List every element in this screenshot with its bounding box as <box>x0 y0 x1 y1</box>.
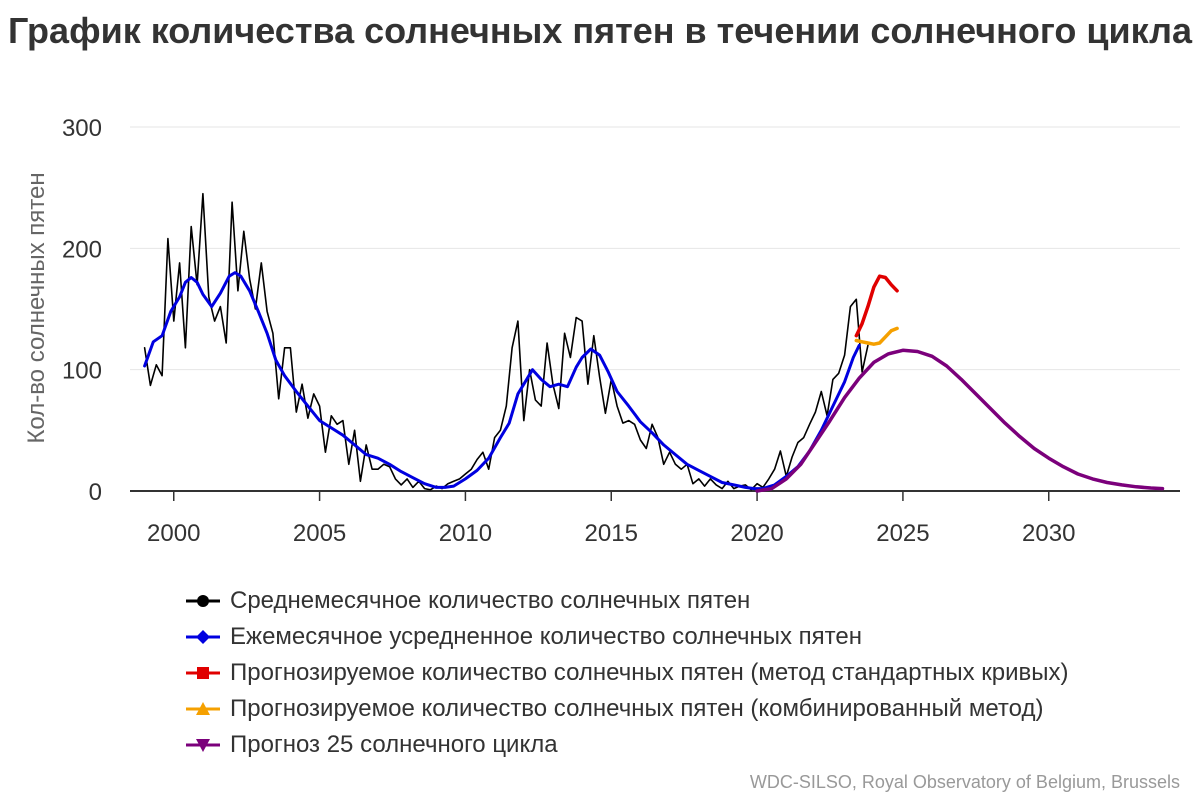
y-tick-label: 0 <box>89 479 102 506</box>
x-tick-label: 2005 <box>293 520 346 547</box>
chart-credits[interactable]: WDC-SILSO, Royal Observatory of Belgium,… <box>749 772 1180 792</box>
grid-lines <box>130 126 1180 371</box>
x-tick-label: 2010 <box>439 520 492 547</box>
x-tick-label: 2030 <box>1022 520 1075 547</box>
legend-label: Прогнозируемое количество солнечных пяте… <box>230 695 1044 722</box>
series-line-2[interactable] <box>143 271 861 491</box>
x-tick-label: 2020 <box>730 520 783 547</box>
chart-title: График количества солнечных пятен в тече… <box>8 10 1192 51</box>
legend-label: Ежемесячное усредненное количество солне… <box>230 623 862 650</box>
series-line-1[interactable] <box>143 192 869 491</box>
x-tick-label: 2000 <box>147 520 200 547</box>
legend-item-4[interactable]: Прогнозируемое количество солнечных пяте… <box>186 691 1069 727</box>
diamond-marker-icon <box>186 630 220 644</box>
axes: 0 100 200 300 2000 2005 2010 2015 2020 2025 2030 <box>62 115 1180 547</box>
y-axis-title: Кол-во солнечных пятен <box>23 172 50 443</box>
y-tick-label: 200 <box>62 236 102 263</box>
legend-item-3[interactable]: Прогнозируемое количество солнечных пяте… <box>186 655 1069 691</box>
series-lines <box>143 192 1165 493</box>
legend-item-2[interactable]: Ежемесячное усредненное количество солне… <box>186 619 1069 655</box>
x-tick-label: 2015 <box>585 520 638 547</box>
legend-label: Среднемесячное количество солнечных пяте… <box>230 587 751 614</box>
y-tick-label: 300 <box>62 115 102 142</box>
chart-legend: Среднемесячное количество солнечных пяте… <box>186 583 1069 763</box>
series-line-4[interactable] <box>854 326 899 346</box>
triangle-down-marker-icon <box>186 739 220 752</box>
series-line-3[interactable] <box>854 274 899 338</box>
y-tick-label: 100 <box>62 358 102 385</box>
legend-item-5[interactable]: Прогноз 25 солнечного цикла <box>186 727 1069 763</box>
legend-label: Прогнозируемое количество солнечных пяте… <box>230 659 1069 686</box>
x-tick-label: 2025 <box>876 520 929 547</box>
circle-marker-icon <box>186 595 220 607</box>
legend-label: Прогноз 25 солнечного цикла <box>230 731 558 758</box>
triangle-up-marker-icon <box>186 702 220 715</box>
square-marker-icon <box>186 667 220 679</box>
series-line-5[interactable] <box>755 348 1165 493</box>
legend-item-1[interactable]: Среднемесячное количество солнечных пяте… <box>186 583 1069 619</box>
